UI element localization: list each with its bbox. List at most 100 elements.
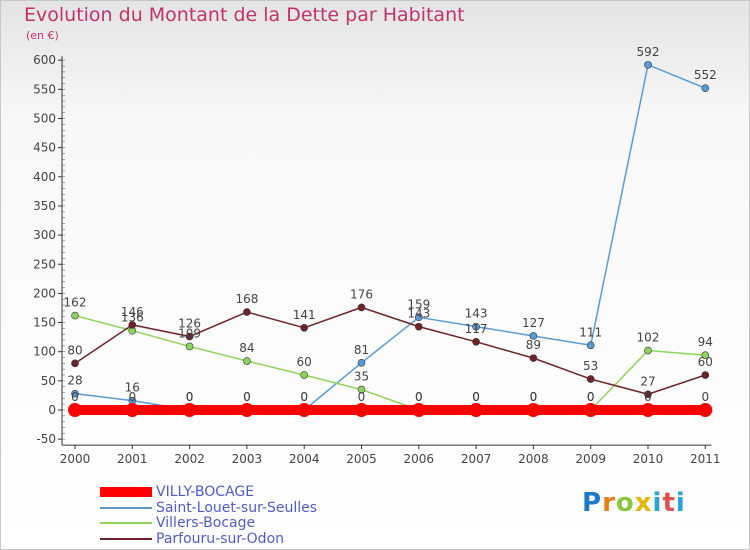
series-point-0: [411, 403, 426, 417]
data-label-2: 0: [472, 390, 480, 404]
series-point-1: [357, 358, 366, 367]
series-line-3: [74, 306, 706, 396]
series-point-3: [701, 371, 710, 379]
y-tick-label: 350: [33, 199, 56, 213]
y-tick-label: 50: [41, 374, 56, 388]
data-label-2: 136: [121, 311, 144, 325]
data-label-2: 109: [178, 326, 201, 340]
data-label-2: 0: [587, 390, 595, 404]
data-label-3: 89: [526, 338, 541, 352]
series-point-3: [128, 321, 137, 329]
legend-swatch: [100, 522, 152, 524]
data-label-3: 141: [293, 308, 316, 322]
series-point-1: [586, 341, 595, 350]
series-point-2: [701, 351, 710, 359]
series-point-1: [71, 389, 79, 398]
legend-label: Saint-Louet-sur-Seulles: [156, 500, 318, 516]
series-point-0: [68, 403, 82, 417]
data-label-3: 176: [350, 287, 373, 301]
data-label-0: 0: [587, 390, 595, 404]
series-point-3: [300, 323, 309, 332]
data-label-1: 159: [407, 297, 430, 311]
data-label-3: 117: [465, 322, 488, 336]
y-tick-label: 150: [33, 316, 56, 330]
series-point-0: [583, 403, 598, 417]
legend-swatch: [100, 538, 152, 540]
data-label-2: 60: [297, 355, 312, 369]
y-tick-label: 250: [33, 257, 56, 271]
legend-label: Villers-Bocage: [156, 515, 256, 531]
data-label-1: 0: [243, 390, 251, 404]
series-point-0: [239, 403, 254, 417]
legend-item: Parfouru-sur-Odon: [100, 531, 284, 547]
x-tick-label: 2008: [518, 452, 549, 466]
x-tick-label: 2003: [232, 452, 263, 466]
data-label-1: 592: [637, 45, 660, 59]
data-label-0: 0: [701, 390, 709, 404]
y-tick-label: 0: [48, 403, 56, 417]
series-point-3: [71, 359, 79, 368]
series-point-0: [698, 403, 713, 417]
y-tick-label: 200: [33, 286, 56, 300]
data-label-2: 35: [354, 370, 369, 384]
y-tick-label: -50: [36, 432, 56, 446]
data-label-1: 16: [125, 381, 140, 395]
data-label-2: 0: [415, 390, 423, 404]
proxiti-logo: Proxiti: [582, 488, 686, 518]
series-point-3: [644, 390, 652, 399]
legend-label: VILLY-BOCAGE: [156, 484, 255, 500]
y-tick-label: 600: [33, 53, 56, 67]
y-tick-label: 400: [33, 170, 56, 184]
data-label-3: 53: [583, 359, 598, 373]
series-point-0: [354, 403, 369, 417]
legend-swatch: [100, 507, 152, 509]
data-label-3: 27: [640, 374, 655, 388]
data-label-1: 0: [300, 390, 308, 404]
series-point-2: [243, 357, 251, 365]
legend-label: Parfouru-sur-Odon: [156, 531, 285, 547]
data-label-3: 80: [67, 343, 82, 357]
series-point-0: [469, 403, 484, 417]
series-point-0: [125, 403, 140, 417]
data-label-3: 126: [178, 317, 201, 331]
series-point-0: [641, 403, 655, 417]
series-point-1: [644, 61, 652, 69]
y-tick-label: 100: [33, 345, 56, 359]
x-tick-label: 2002: [174, 452, 205, 466]
data-label-2: 162: [64, 296, 87, 310]
y-tick-label: 300: [33, 228, 56, 242]
series-point-2: [644, 346, 652, 355]
data-label-1: 143: [465, 307, 488, 321]
legend-item: Saint-Louet-sur-Seulles: [100, 500, 317, 516]
series-point-3: [243, 308, 251, 316]
data-label-0: 0: [358, 390, 366, 404]
data-label-0: 0: [128, 390, 136, 404]
series-point-3: [357, 303, 366, 312]
x-tick-label: 2007: [461, 452, 492, 466]
series-point-0: [182, 403, 197, 417]
data-label-2: 94: [698, 335, 713, 349]
series-point-3: [414, 322, 423, 331]
legend-item: Villers-Bocage: [100, 515, 255, 531]
data-label-3: 60: [698, 355, 713, 369]
chart-unit-label: (en €): [26, 29, 59, 42]
y-tick-label: 550: [33, 82, 56, 96]
series-line-2: [74, 314, 706, 411]
x-tick-label: 2001: [117, 452, 148, 466]
x-tick-label: 2006: [404, 452, 435, 466]
data-label-0: 0: [300, 390, 308, 404]
series-line-1: [74, 64, 706, 411]
data-label-0: 0: [472, 390, 480, 404]
y-tick-label: 450: [33, 141, 56, 155]
data-label-0: 0: [243, 390, 251, 404]
data-label-1: 111: [579, 325, 602, 339]
series-point-2: [300, 371, 309, 379]
series-point-0: [297, 403, 312, 417]
data-label-3: 168: [235, 292, 258, 306]
x-tick-label: 2000: [60, 452, 91, 466]
data-label-2: 102: [637, 331, 660, 345]
y-tick-label: 500: [33, 112, 56, 126]
data-label-0: 0: [186, 390, 194, 404]
series-point-3: [586, 375, 595, 383]
